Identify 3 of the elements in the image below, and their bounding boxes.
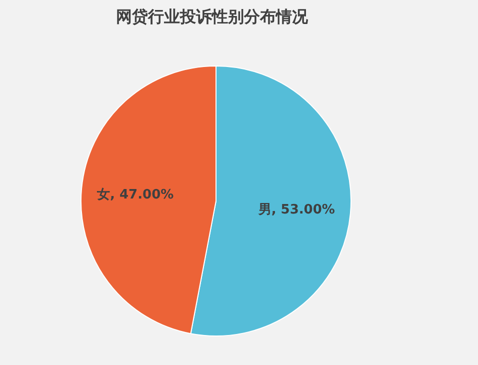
slice-label: 女, 47.00% — [96, 187, 174, 202]
slice-label: 男, 53.00% — [257, 202, 335, 218]
chart-title: 网贷行业投诉性别分布情况 — [116, 7, 309, 26]
